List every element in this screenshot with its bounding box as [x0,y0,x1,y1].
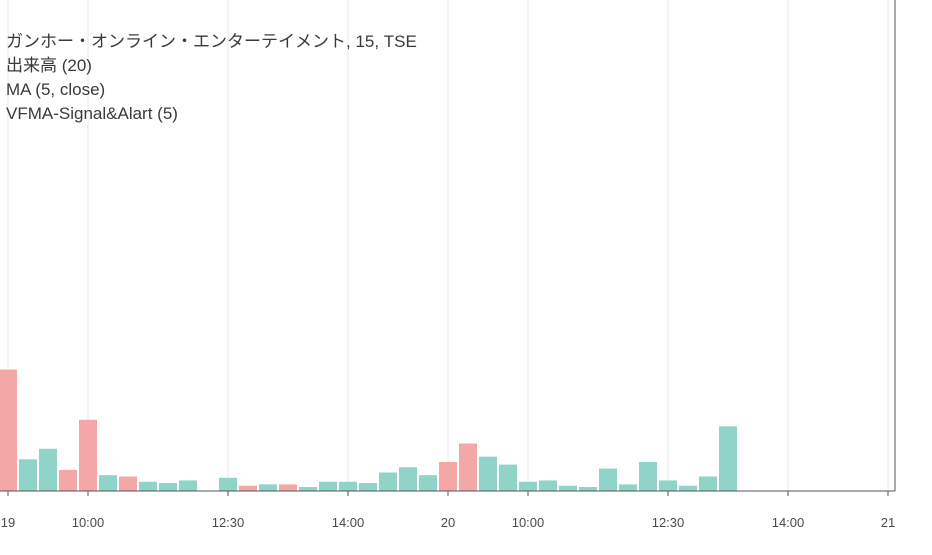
volume-bar [339,481,357,491]
time-tick-label: 14:00 [772,515,805,530]
volume-bar [659,480,677,491]
time-tick-label: 20 [441,515,455,530]
volume-bar [399,467,417,491]
volume-bar [299,487,317,491]
volume-bar [59,469,77,491]
volume-bar [119,476,137,491]
volume-bar [559,485,577,491]
volume-bar [19,459,37,491]
volume-bar [639,461,657,491]
volume-bar [419,475,437,491]
time-tick-label: 21 [881,515,895,530]
time-tick-label: 19 [1,515,15,530]
volume-bar [79,419,97,491]
volume-bar [519,481,537,491]
volume-bar [359,483,377,491]
volume-bar [259,484,277,491]
volume-bar [179,480,197,491]
volume-bar [239,485,257,491]
volume-bar [459,443,477,491]
time-tick-label: 10:00 [512,515,545,530]
volume-bar [99,475,117,491]
volume-bar [319,481,337,491]
volume-bar [439,461,457,491]
volume-bar [0,369,17,491]
volume-bar [619,484,637,491]
volume-bar [699,476,717,491]
volume-bar [719,426,737,491]
time-tick-label: 12:30 [212,515,245,530]
volume-bar [479,456,497,491]
time-tick-label: 10:00 [72,515,105,530]
time-tick-label: 12:30 [652,515,685,530]
volume-bar [139,481,157,491]
volume-bar [279,484,297,491]
volume-bar [499,464,517,491]
time-tick-label: 14:00 [332,515,365,530]
volume-bar [219,477,237,491]
volume-bar [579,487,597,491]
volume-bar [599,468,617,491]
volume-bar [159,483,177,491]
volume-bar [679,485,697,491]
volume-bar [539,480,557,491]
volume-bar [39,448,57,491]
volume-bar [379,472,397,491]
